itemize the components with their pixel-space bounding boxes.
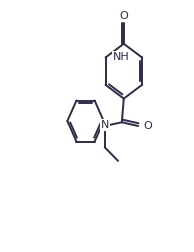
Text: NH: NH xyxy=(113,52,130,62)
Text: O: O xyxy=(119,11,128,21)
Text: N: N xyxy=(100,120,109,130)
Text: O: O xyxy=(144,121,152,131)
